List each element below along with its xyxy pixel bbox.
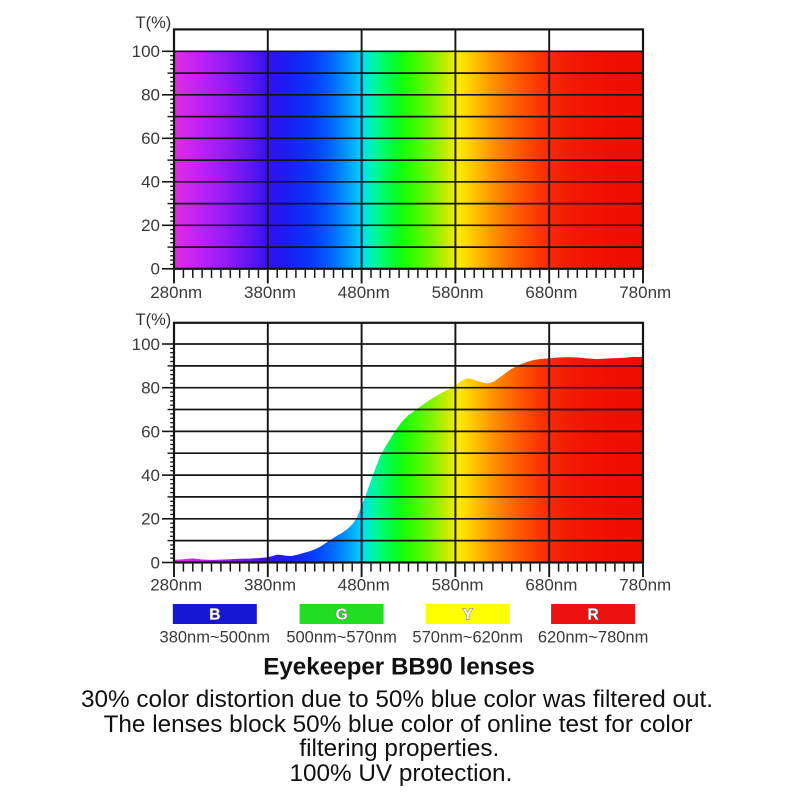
svg-text:G: G [336, 607, 348, 624]
svg-text:20: 20 [141, 216, 160, 235]
svg-text:0: 0 [151, 260, 160, 279]
svg-text:30% color distortion due to 50: 30% color distortion due to 50% blue col… [81, 686, 713, 713]
svg-text:480nm: 480nm [338, 283, 390, 302]
svg-text:780nm: 780nm [619, 283, 671, 302]
svg-text:60: 60 [141, 129, 160, 148]
svg-text:100% UV protection.: 100% UV protection. [289, 760, 512, 787]
svg-text:B: B [209, 607, 220, 624]
svg-text:60: 60 [141, 422, 160, 441]
svg-text:Y: Y [463, 607, 474, 624]
svg-text:480nm: 480nm [338, 576, 390, 595]
svg-text:filtering properties.: filtering properties. [299, 735, 499, 762]
svg-text:380nm~500nm: 380nm~500nm [160, 629, 271, 647]
svg-text:100: 100 [132, 335, 160, 354]
svg-text:580nm: 580nm [432, 576, 484, 595]
svg-text:T(%): T(%) [136, 14, 172, 32]
svg-text:40: 40 [141, 173, 160, 192]
svg-text:80: 80 [141, 379, 160, 398]
svg-text:40: 40 [141, 466, 160, 485]
svg-text:780nm: 780nm [619, 576, 671, 595]
svg-text:680nm: 680nm [525, 576, 577, 595]
svg-text:620nm~780nm: 620nm~780nm [538, 629, 649, 647]
svg-text:80: 80 [141, 86, 160, 105]
svg-text:280nm: 280nm [150, 576, 202, 595]
svg-text:0: 0 [151, 553, 160, 572]
svg-text:Eyekeeper BB90 lenses: Eyekeeper BB90 lenses [263, 654, 535, 681]
svg-text:100: 100 [132, 42, 160, 61]
svg-text:500nm~570nm: 500nm~570nm [286, 629, 397, 647]
svg-text:280nm: 280nm [150, 283, 202, 302]
svg-text:380nm: 380nm [244, 283, 296, 302]
svg-text:570nm~620nm: 570nm~620nm [412, 629, 523, 647]
svg-text:The lenses block 50% blue colo: The lenses block 50% blue color of onlin… [104, 711, 693, 738]
svg-text:380nm: 380nm [244, 576, 296, 595]
svg-text:680nm: 680nm [525, 283, 577, 302]
svg-text:R: R [587, 607, 598, 624]
svg-text:20: 20 [141, 510, 160, 529]
svg-text:580nm: 580nm [432, 283, 484, 302]
svg-text:T(%): T(%) [136, 311, 172, 329]
